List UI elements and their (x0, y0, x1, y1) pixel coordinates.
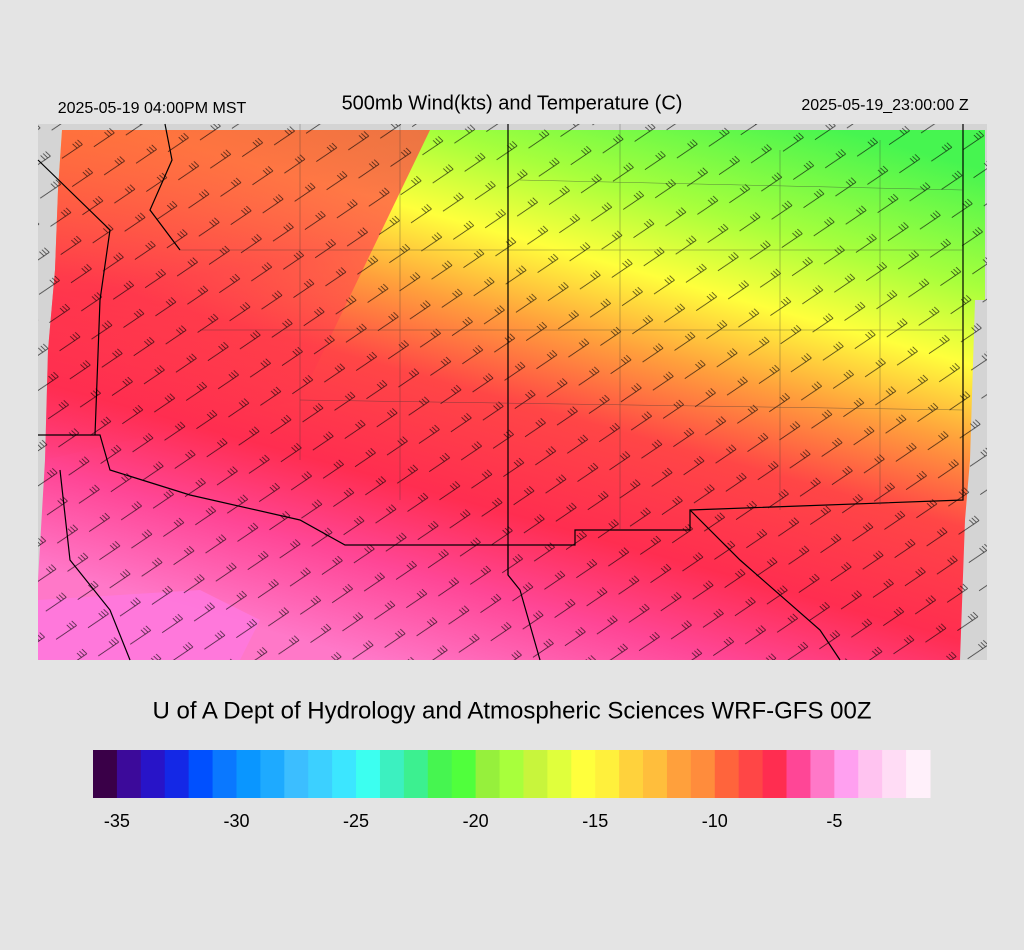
colorbar-swatch (571, 750, 596, 798)
colorbar-swatch (164, 750, 190, 798)
colorbar-swatch (499, 750, 524, 798)
local-time: 2025-05-19 04:00PM MST (58, 100, 247, 117)
colorbar-tick-label: -20 (463, 811, 489, 831)
colorbar-swatch (762, 750, 788, 798)
colorbar-swatch (260, 750, 285, 798)
colorbar-tick-label: -30 (223, 811, 249, 831)
colorbar-tick-label: -35 (104, 811, 130, 831)
valid-time: 2025-05-19_23:00:00 Z (801, 97, 968, 114)
colorbar-swatch (403, 750, 429, 798)
colorbar-swatch (834, 750, 859, 798)
colorbar-swatch (308, 750, 333, 798)
map-title: 500mb Wind(kts) and Temperature (C) (342, 92, 683, 114)
state-borders (37, 123, 964, 661)
colorbar-tick-label: -15 (582, 811, 608, 831)
colorbar-swatch (858, 750, 883, 798)
colorbar-swatch (786, 750, 811, 798)
wind-barbs (38, 124, 987, 660)
colorbar-swatch (810, 750, 835, 798)
colorbar-swatch (475, 750, 501, 798)
colorbar-swatch (188, 750, 214, 798)
colorbar-swatch (906, 750, 931, 798)
colorbar-tick-label: -10 (702, 811, 728, 831)
colorbar-swatch (643, 750, 668, 798)
colorbar-swatch (595, 750, 620, 798)
colorbar-swatch (666, 750, 692, 798)
colorbar-swatch (140, 750, 166, 798)
colorbar-swatch (714, 750, 740, 798)
colorbar-swatch (332, 750, 357, 798)
colorbar-swatch (379, 750, 405, 798)
colorbar-swatch (738, 750, 764, 798)
map-panel (37, 123, 987, 661)
colorbar-swatch (451, 750, 477, 798)
colorbar-swatch (116, 750, 142, 798)
colorbar-swatch (356, 750, 381, 798)
colorbar-swatch (212, 750, 237, 798)
colorbar-tick-label: -25 (343, 811, 369, 831)
colorbar-swatch (619, 750, 644, 798)
colorbar-swatch (690, 750, 716, 798)
colorbar-swatch (427, 750, 453, 798)
colorbar-swatch (882, 750, 907, 798)
colorbar: -35 -30 -25 -20 -15 -10 -5 (93, 750, 931, 831)
colorbar-swatch (523, 750, 548, 798)
colorbar-swatch (236, 750, 261, 798)
credit: U of A Dept of Hydrology and Atmospheric… (153, 697, 872, 724)
colorbar-tick-label: -5 (826, 811, 842, 831)
county-lines (180, 124, 964, 530)
colorbar-swatch (284, 750, 309, 798)
colorbar-swatch (93, 750, 118, 798)
colorbar-swatch (547, 750, 572, 798)
